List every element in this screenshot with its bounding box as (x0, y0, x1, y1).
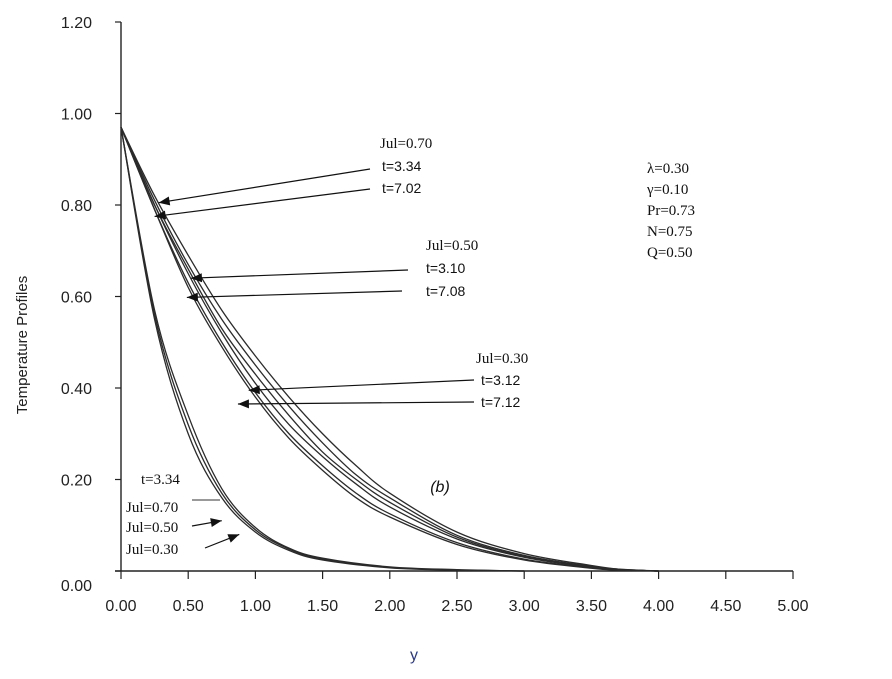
x-axis-label: y (410, 647, 418, 664)
annotation-upper-t1: t=3.34 (382, 158, 422, 174)
arrow-lower-2-head (237, 399, 249, 409)
annotation-inner-jul-030: Jul=0.30 (126, 542, 178, 558)
y-tick-label: 1.20 (61, 15, 92, 32)
y-axis-label: Temperature Profiles (14, 276, 31, 414)
annotation-lower-t1: t=3.12 (481, 372, 521, 388)
annotation-upper-t2: t=7.02 (382, 180, 422, 196)
x-tick-label: 2.50 (441, 598, 472, 615)
x-tick-label: 4.00 (643, 598, 674, 615)
arrow-lower-1-head (248, 385, 260, 395)
series-line-6 (120, 126, 659, 572)
series-line-5 (120, 126, 659, 572)
arrow-middle-2-head (186, 292, 198, 302)
series-line-8 (120, 127, 525, 572)
annotation-middle-jul: Jul=0.50 (426, 238, 478, 254)
y-tick-label: 0.80 (61, 198, 92, 215)
curves (120, 126, 659, 572)
x-tick-label: 5.00 (777, 598, 808, 615)
x-tick-label: 1.50 (307, 598, 338, 615)
axes: 0.00 0.20 0.40 0.60 0.80 1.00 1.20 0.00 0.50 1.00… (61, 15, 809, 615)
arrow-upper-1-head (158, 196, 171, 206)
arrow-middle-2-shaft (186, 290, 403, 299)
parameter-lambda: λ=0.30 (647, 161, 689, 177)
arrow-middle-1-head (190, 273, 203, 283)
annotation-middle-t1: t=3.10 (426, 260, 466, 276)
y-tick-label: 0.60 (61, 290, 92, 307)
arrow-upper-2-head (154, 210, 167, 220)
arrow-upper-1-shaft (158, 168, 371, 204)
parameter-n: N=0.75 (647, 224, 693, 240)
parameter-list: λ=0.30 γ=0.10 Pr=0.73 N=0.75 Q=0.50 (646, 161, 695, 261)
x-tick-label: 2.00 (374, 598, 405, 615)
parameter-pr: Pr=0.73 (647, 203, 695, 219)
x-tick-label: 0.00 (105, 598, 136, 615)
x-tick-label: 0.50 (173, 598, 204, 615)
annotation-inner-t: t=3.34 (141, 472, 180, 488)
panel-label: (b) (430, 479, 450, 496)
parameter-q: Q=0.50 (647, 245, 693, 261)
x-tick-label: 4.50 (710, 598, 741, 615)
annotation-inner-jul-050: Jul=0.50 (126, 520, 178, 536)
annotation-group-middle: Jul=0.50 t=3.10 t=7.08 (426, 238, 478, 299)
y-tick-label: 1.00 (61, 107, 92, 124)
arrow-inner-2-head (227, 534, 240, 543)
arrow-lower-2-shaft (237, 401, 475, 405)
arrow-inner-1-head (210, 518, 222, 528)
annotation-upper-jul: Jul=0.70 (380, 136, 432, 152)
annotations (154, 168, 475, 549)
annotation-group-inner: t=3.34 Jul=0.70 Jul=0.50 Jul=0.30 (126, 472, 180, 558)
parameter-gamma: γ=0.10 (646, 182, 688, 198)
x-tick-label: 3.00 (509, 598, 540, 615)
annotation-group-upper: Jul=0.70 t=3.34 t=7.02 (380, 136, 432, 196)
y-tick-label: 0.00 (61, 578, 92, 595)
x-tick-label: 3.50 (576, 598, 607, 615)
series-line-1 (120, 126, 659, 572)
y-tick-label: 0.20 (61, 473, 92, 490)
annotation-lower-t2: t=7.12 (481, 394, 521, 410)
annotation-middle-t2: t=7.08 (426, 283, 466, 299)
y-tick-label: 0.40 (61, 381, 92, 398)
annotation-inner-jul-070: Jul=0.70 (126, 500, 178, 516)
annotation-lower-jul: Jul=0.30 (476, 351, 528, 367)
series-line-9 (120, 127, 525, 572)
arrow-lower-1-shaft (248, 379, 475, 391)
x-tick-label: 1.00 (240, 598, 271, 615)
arrow-middle-1-shaft (190, 269, 409, 279)
arrow-upper-2-shaft (154, 188, 371, 218)
annotation-group-lower: Jul=0.30 t=3.12 t=7.12 (476, 351, 528, 410)
series-line-7 (120, 127, 525, 572)
